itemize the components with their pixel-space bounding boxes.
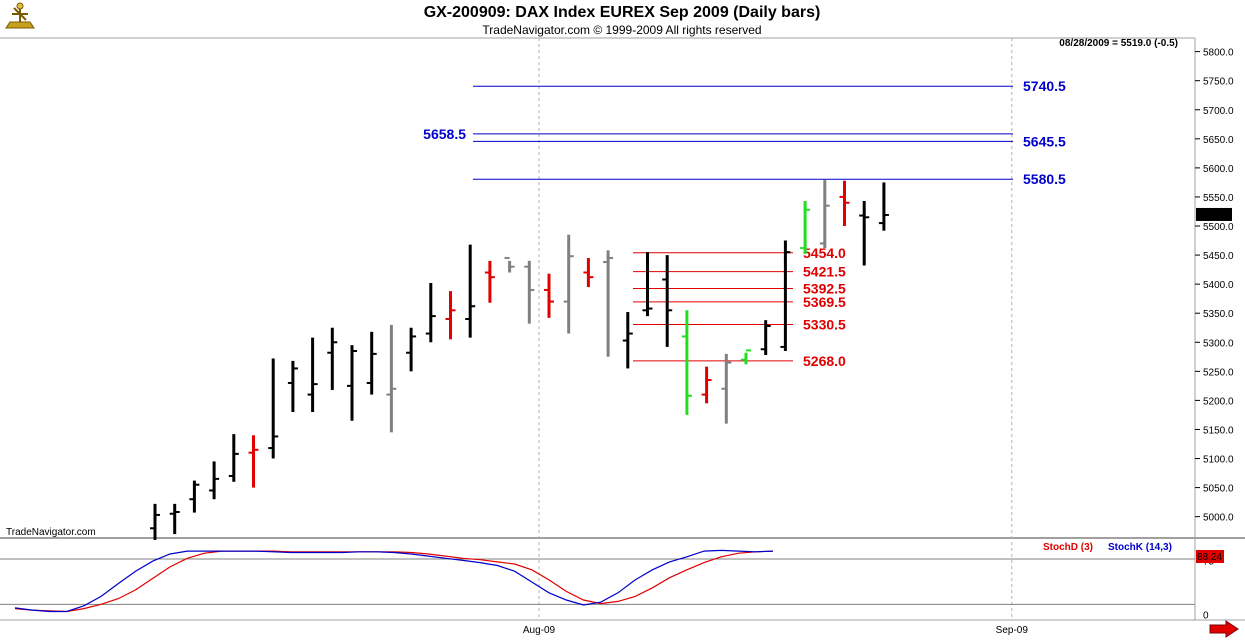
ohlc-bar	[504, 256, 515, 273]
support-label: 5454.0	[803, 245, 846, 261]
ohlc-bar	[425, 282, 436, 343]
ohlc-bar	[741, 349, 751, 365]
price-tick-label: 5300.0	[1203, 338, 1234, 349]
price-tick-label: 5250.0	[1203, 367, 1234, 378]
ohlc-bar	[603, 250, 614, 357]
price-tick-label: 5150.0	[1203, 425, 1234, 436]
price-tick-label: 5450.0	[1203, 251, 1234, 262]
resistance-label: 5740.5	[1023, 78, 1066, 94]
ohlc-bar	[189, 480, 200, 513]
price-tick-label: 5050.0	[1203, 484, 1234, 495]
ohlc-bar	[248, 435, 259, 488]
price-tick-label: 5750.0	[1203, 77, 1234, 88]
date-axis: Aug-09 Sep-09	[523, 625, 1028, 636]
ohlc-bar	[642, 252, 653, 317]
chart-subtitle: TradeNavigator.com © 1999-2009 All right…	[482, 23, 761, 37]
price-tick-label: 5100.0	[1203, 455, 1234, 466]
ohlc-bar	[386, 324, 397, 433]
ohlc-bar	[800, 201, 811, 254]
price-tick-label: 5600.0	[1203, 164, 1234, 175]
ohlc-bar	[228, 434, 239, 482]
resistance-label: 5580.5	[1023, 171, 1066, 187]
date-tick-label: Aug-09	[523, 625, 556, 636]
watermark: TradeNavigator.com	[6, 527, 96, 538]
price-tick-label: 5000.0	[1203, 513, 1234, 524]
ohlc-bar	[859, 201, 870, 266]
ohlc-bar	[347, 345, 357, 421]
price-levels: 5740.5 5658.5 5645.5 5580.5 5454.0 5421.55392…	[423, 78, 1066, 369]
last-bar-info: 08/28/2009 = 5519.0 (-0.5)	[1059, 38, 1178, 49]
price-tick-label: 5550.0	[1203, 193, 1234, 204]
stoch-k-legend: StochK (14,3)	[1108, 542, 1172, 553]
stoch-tick-label: 0	[1203, 610, 1209, 621]
ohlc-bar	[839, 180, 850, 227]
stochastic-panel: 075	[0, 549, 1215, 621]
support-label: 5330.5	[803, 317, 846, 333]
scroll-right-arrow-icon[interactable]	[1205, 620, 1241, 638]
ohlc-bar	[878, 182, 889, 231]
ohlc-bar	[544, 273, 554, 318]
resistance-label: 5645.5	[1023, 133, 1066, 149]
stoch-value-tag: 88.24	[1196, 550, 1224, 563]
support-label: 5392.5	[803, 281, 846, 297]
ohlc-bar	[701, 366, 712, 404]
ohlc-bar	[209, 461, 220, 500]
stoch-d-line	[14, 550, 774, 613]
ohlc-bar	[819, 179, 830, 249]
last-price-tag: 5519.0	[1196, 207, 1232, 221]
ohlc-bar	[366, 331, 377, 395]
price-axis: 5000.0 5050.0 5100.0 5150.0 5200.0 5250.0 5300…	[1195, 48, 1234, 524]
ohlc-bar	[307, 337, 318, 413]
ohlc-bar	[662, 255, 673, 347]
ohlc-bar	[622, 312, 633, 369]
price-tick-label: 5400.0	[1203, 280, 1234, 291]
ohlc-bar	[681, 310, 692, 415]
ohlc-bar	[150, 503, 160, 540]
last-price-tag-label: 5519.0	[1198, 210, 1229, 221]
price-tick-label: 5200.0	[1203, 396, 1234, 407]
ohlc-bar	[780, 240, 791, 351]
stoch-d-legend: StochD (3)	[1043, 542, 1093, 553]
stoch-k-line	[14, 549, 774, 613]
price-tick-label: 5700.0	[1203, 106, 1234, 117]
stoch-value-tag-label: 88.24	[1197, 552, 1222, 563]
support-label: 5369.5	[803, 294, 846, 310]
chart-title: GX-200909: DAX Index EUREX Sep 2009 (Dai…	[424, 4, 821, 21]
ohlc-bar	[484, 260, 495, 303]
ohlc-bar	[465, 244, 476, 338]
ohlc-bar	[524, 260, 535, 324]
ohlc-bar	[287, 360, 298, 413]
ohlc-bar	[563, 234, 574, 334]
ohlc-bar	[169, 503, 180, 535]
support-label: 5268.0	[803, 353, 846, 369]
ohlc-bar	[721, 353, 732, 424]
resistance-label: 5658.5	[423, 126, 466, 142]
ohlc-bar	[268, 358, 279, 459]
date-gridlines	[538, 38, 1013, 620]
sextant-logo-icon	[5, 2, 35, 29]
date-tick-label: Sep-09	[996, 625, 1029, 636]
ohlc-bar	[760, 320, 771, 356]
ohlc-bar	[583, 257, 594, 288]
ohlc-bars	[150, 179, 889, 540]
price-tick-label: 5650.0	[1203, 135, 1234, 146]
ohlc-bar	[327, 327, 338, 390]
price-tick-label: 5800.0	[1203, 48, 1234, 59]
price-tick-label: 5350.0	[1203, 309, 1234, 320]
ohlc-bar	[406, 327, 417, 372]
price-tick-label: 5500.0	[1203, 222, 1234, 233]
ohlc-bar	[445, 291, 456, 340]
support-label: 5421.5	[803, 264, 846, 280]
